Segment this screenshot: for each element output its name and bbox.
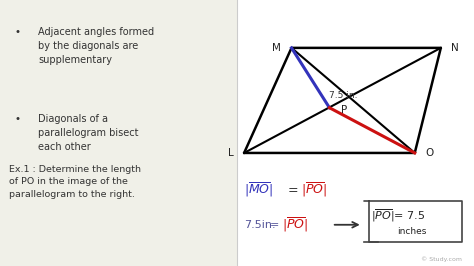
Text: N: N bbox=[451, 43, 459, 53]
Text: $|\overline{PO}|$: $|\overline{PO}|$ bbox=[282, 216, 308, 234]
Text: M: M bbox=[272, 43, 281, 53]
Text: $|\overline{MO}|$: $|\overline{MO}|$ bbox=[244, 181, 273, 199]
Text: •: • bbox=[14, 114, 20, 124]
Text: =: = bbox=[270, 220, 280, 230]
Text: Ex.1 : Determine the length
of PO in the image of the
parallelogram to the right: Ex.1 : Determine the length of PO in the… bbox=[9, 165, 141, 199]
FancyBboxPatch shape bbox=[0, 0, 237, 266]
Text: •: • bbox=[14, 27, 20, 37]
Text: 7.5in.: 7.5in. bbox=[244, 220, 276, 230]
Text: =: = bbox=[288, 184, 298, 197]
Text: 7.5 in.: 7.5 in. bbox=[329, 91, 358, 99]
Text: L: L bbox=[228, 148, 234, 158]
Text: © Study.com: © Study.com bbox=[421, 256, 462, 262]
Text: $|\overline{PO}|$= 7.5: $|\overline{PO}|$= 7.5 bbox=[371, 207, 426, 224]
Text: Diagonals of a
parallelogram bisect
each other: Diagonals of a parallelogram bisect each… bbox=[38, 114, 138, 152]
Text: P: P bbox=[341, 105, 347, 115]
Text: inches: inches bbox=[397, 227, 427, 236]
Text: Adjacent angles formed
by the diagonals are
supplementary: Adjacent angles formed by the diagonals … bbox=[38, 27, 154, 65]
Text: $|\overline{PO}|$: $|\overline{PO}|$ bbox=[301, 181, 327, 199]
Text: O: O bbox=[425, 148, 433, 158]
